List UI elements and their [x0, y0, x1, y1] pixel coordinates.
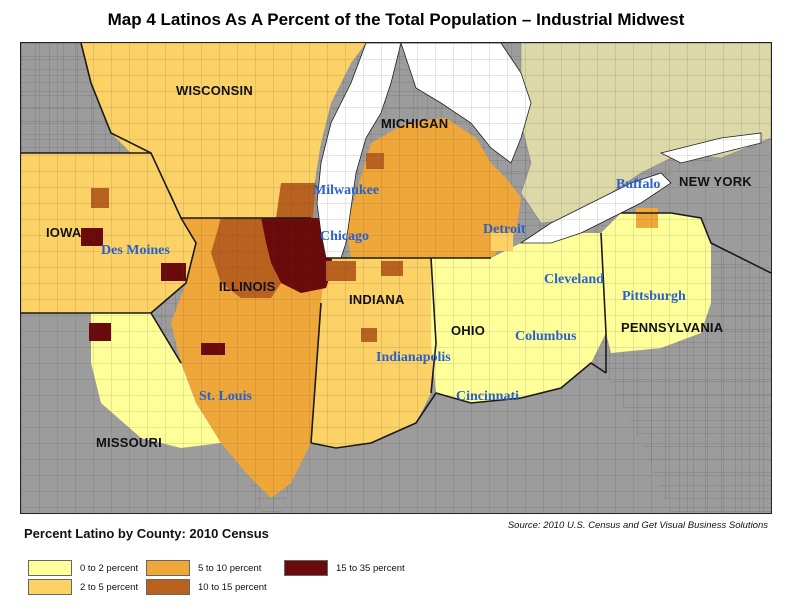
legend-swatch	[146, 579, 190, 595]
state-label-iowa: IOWA	[46, 225, 82, 240]
city-label-chicago: Chicago	[320, 229, 369, 244]
legend-label: 5 to 10 percent	[198, 562, 262, 574]
legend-swatch	[28, 579, 72, 595]
city-label-pittsburgh: Pittsburgh	[622, 289, 686, 304]
legend-swatch	[284, 560, 328, 576]
legend-label: 2 to 5 percent	[80, 581, 139, 593]
state-label-michigan: MICHIGAN	[381, 116, 449, 131]
map-title: Map 4 Latinos As A Percent of the Total …	[107, 10, 685, 29]
city-label-des-moines: Des Moines	[101, 243, 170, 258]
city-label-cincinnati: Cincinnati	[456, 389, 520, 404]
state-label-indiana: INDIANA	[349, 292, 405, 307]
city-label-st-louis: St. Louis	[199, 389, 252, 404]
city-label-cleveland: Cleveland	[544, 272, 604, 287]
legend-item-5-10: 5 to 10 percent	[146, 560, 261, 576]
state-label-wisconsin: WISCONSIN	[176, 83, 253, 98]
source-note: Source: 2010 U.S. Census and Get Visual …	[507, 520, 768, 531]
state-label-pennsylvania: PENNSYLVANIA	[621, 320, 724, 335]
legend-item-0-2: 0 to 2 percent	[28, 560, 138, 576]
legend-item-15-35: 15 to 35 percent	[284, 560, 405, 576]
choropleth-map	[21, 43, 771, 513]
state-label-new-york: NEW YORK	[679, 174, 752, 189]
legend-swatch	[28, 560, 72, 576]
legend-label: 15 to 35 percent	[336, 562, 405, 574]
state-label-illinois: ILLINOIS	[219, 279, 276, 294]
state-label-missouri: MISSOURI	[96, 435, 162, 450]
city-label-buffalo: Buffalo	[616, 177, 661, 192]
city-label-indianapolis: Indianapolis	[376, 350, 451, 365]
state-boundaries	[21, 43, 771, 449]
legend-swatch	[146, 560, 190, 576]
legend-title: Percent Latino by County: 2010 Census	[24, 526, 269, 541]
legend-item-2-5: 2 to 5 percent	[28, 579, 138, 595]
city-label-milwaukee: Milwaukee	[313, 183, 380, 198]
city-label-columbus: Columbus	[515, 329, 577, 344]
county-grid	[21, 43, 771, 513]
legend-item-10-15: 10 to 15 percent	[146, 579, 267, 595]
city-label-detroit: Detroit	[483, 222, 526, 237]
legend-label: 0 to 2 percent	[80, 562, 139, 574]
map-frame: WISCONSIN MICHIGAN NEW YORK IOWA ILLINOI…	[20, 42, 772, 514]
legend-label: 10 to 15 percent	[198, 581, 267, 593]
state-label-ohio: OHIO	[451, 323, 486, 338]
